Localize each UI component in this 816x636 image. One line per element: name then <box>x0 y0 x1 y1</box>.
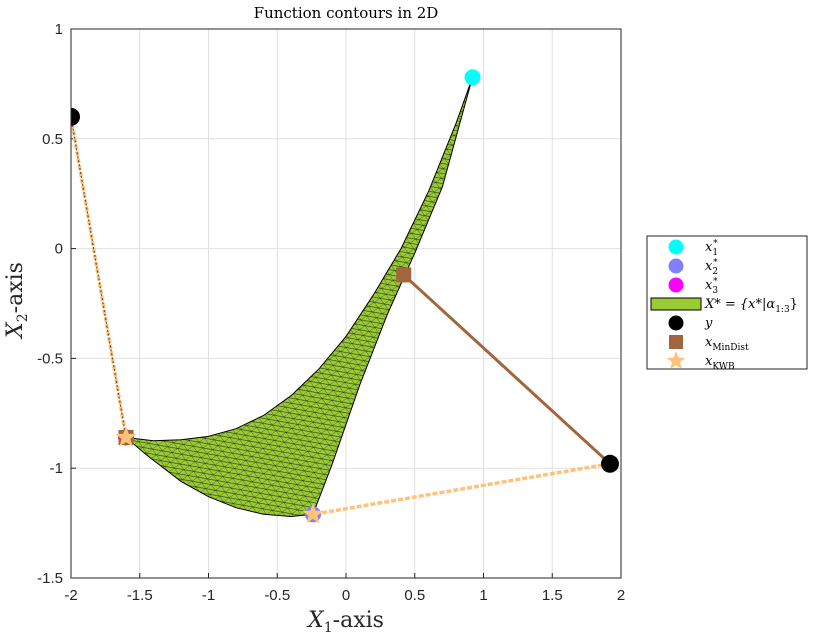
x-tick-labels: -2 -1.5 -1 -0.5 0 0.5 1 1.5 2 <box>64 587 625 604</box>
chart-title: Function contours in 2D <box>254 4 439 22</box>
y-tick-label: -0.5 <box>37 350 63 367</box>
x-tick-label: 1.5 <box>542 587 563 604</box>
legend-swatch-kwb <box>666 351 686 370</box>
x-tick-label: 1 <box>479 587 487 604</box>
x-tick-label: -1 <box>202 587 215 604</box>
legend-label: y <box>704 316 713 331</box>
legend-label: x2* <box>705 258 718 277</box>
plot-area <box>71 69 619 524</box>
mindist-point <box>396 267 412 283</box>
y-tick-label: 1 <box>55 21 63 38</box>
legend-label: xMinDist <box>705 335 749 353</box>
legend-swatch-mindist <box>669 335 683 349</box>
kwb-connection-line <box>71 116 128 438</box>
legend-label: xKWB <box>705 354 735 372</box>
y-axis-label: X2-axis <box>3 262 31 340</box>
legend-label: x3* <box>705 277 718 296</box>
legend-label: X* = {x*|α1:3} <box>704 297 798 315</box>
x-tick-label: 2 <box>617 587 625 604</box>
x-tick-label: -1.5 <box>127 587 153 604</box>
x-tick-label: 0.5 <box>404 587 425 604</box>
y-tick-label: 0.5 <box>42 131 63 148</box>
kwb-connection-line <box>312 462 611 517</box>
kwb-point <box>115 426 137 447</box>
y-tick-labels: -1.5 -1 -0.5 0 0.5 1 <box>37 21 63 587</box>
x-tick-label: -0.5 <box>264 587 290 604</box>
x-tick-label: -2 <box>64 587 77 604</box>
y-tick-label: 0 <box>55 241 63 258</box>
x1-star-point <box>464 69 481 86</box>
y-point <box>71 107 80 126</box>
y-tick-label: -1 <box>50 460 63 477</box>
legend-swatch-x1-star <box>668 239 684 255</box>
legend-swatch-x2-star <box>668 258 684 274</box>
y-tick-label: -1.5 <box>37 570 63 587</box>
legend-label: x1* <box>705 239 718 258</box>
x-tick-label: 0 <box>342 587 350 604</box>
y-point <box>601 454 619 473</box>
legend-swatch-x3-star <box>668 277 684 293</box>
legend-swatch-y <box>668 315 684 331</box>
kwb-point <box>302 503 324 524</box>
legend-swatch-region <box>650 297 702 311</box>
mindist-connection-line <box>402 273 612 465</box>
axes-box <box>70 28 622 579</box>
x-axis-label: X1-axis <box>306 608 384 636</box>
